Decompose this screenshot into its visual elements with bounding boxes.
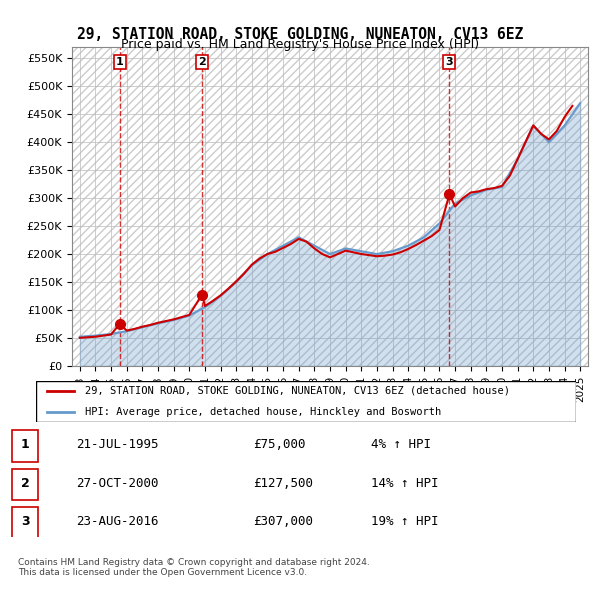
Text: 4% ↑ HPI: 4% ↑ HPI	[371, 438, 431, 451]
Text: 3: 3	[446, 57, 453, 67]
FancyBboxPatch shape	[12, 507, 38, 538]
Text: £75,000: £75,000	[253, 438, 305, 451]
Text: 14% ↑ HPI: 14% ↑ HPI	[371, 477, 438, 490]
Text: 19% ↑ HPI: 19% ↑ HPI	[371, 514, 438, 527]
Text: £307,000: £307,000	[253, 514, 313, 527]
Text: 1: 1	[116, 57, 124, 67]
Text: 2: 2	[198, 57, 206, 67]
FancyBboxPatch shape	[12, 431, 38, 462]
Text: 2: 2	[21, 477, 30, 490]
Text: 23-AUG-2016: 23-AUG-2016	[77, 514, 159, 527]
FancyBboxPatch shape	[12, 468, 38, 500]
Text: 27-OCT-2000: 27-OCT-2000	[77, 477, 159, 490]
Text: £127,500: £127,500	[253, 477, 313, 490]
FancyBboxPatch shape	[36, 381, 576, 422]
Text: 21-JUL-1995: 21-JUL-1995	[77, 438, 159, 451]
Text: Price paid vs. HM Land Registry's House Price Index (HPI): Price paid vs. HM Land Registry's House …	[121, 38, 479, 51]
Text: HPI: Average price, detached house, Hinckley and Bosworth: HPI: Average price, detached house, Hinc…	[85, 407, 441, 417]
Text: 29, STATION ROAD, STOKE GOLDING, NUNEATON, CV13 6EZ: 29, STATION ROAD, STOKE GOLDING, NUNEATO…	[77, 27, 523, 41]
Text: 29, STATION ROAD, STOKE GOLDING, NUNEATON, CV13 6EZ (detached house): 29, STATION ROAD, STOKE GOLDING, NUNEATO…	[85, 386, 509, 396]
Text: Contains HM Land Registry data © Crown copyright and database right 2024.
This d: Contains HM Land Registry data © Crown c…	[18, 558, 370, 577]
Text: 1: 1	[21, 438, 30, 451]
Text: 3: 3	[21, 514, 30, 527]
